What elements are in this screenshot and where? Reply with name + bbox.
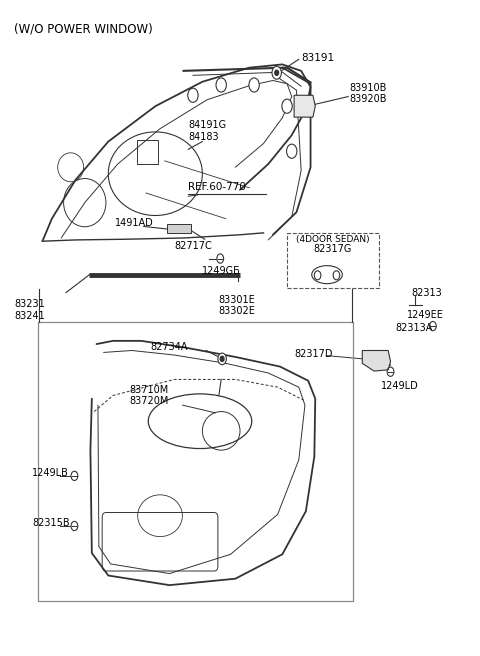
Circle shape bbox=[272, 66, 281, 79]
Text: 1249GE: 1249GE bbox=[203, 266, 240, 276]
Text: 82313A: 82313A bbox=[395, 323, 432, 333]
Circle shape bbox=[287, 144, 297, 158]
Polygon shape bbox=[167, 224, 191, 234]
Text: 82317D: 82317D bbox=[294, 349, 333, 359]
Text: 1491AD: 1491AD bbox=[115, 218, 154, 228]
Circle shape bbox=[275, 70, 278, 75]
Text: 82734A: 82734A bbox=[151, 342, 188, 352]
Text: 1249EE: 1249EE bbox=[407, 310, 444, 320]
Polygon shape bbox=[362, 350, 391, 371]
Circle shape bbox=[314, 271, 321, 280]
Circle shape bbox=[188, 88, 198, 102]
Text: (W/O POWER WINDOW): (W/O POWER WINDOW) bbox=[14, 23, 153, 35]
Bar bbox=[136, 140, 157, 164]
Text: 83710M
83720M: 83710M 83720M bbox=[130, 384, 169, 406]
Circle shape bbox=[249, 78, 259, 92]
Text: 83301E
83302E: 83301E 83302E bbox=[219, 295, 256, 316]
Text: 82317G: 82317G bbox=[313, 245, 352, 255]
Text: (4DOOR SEDAN): (4DOOR SEDAN) bbox=[296, 236, 370, 245]
Text: 83231
83241: 83231 83241 bbox=[14, 299, 45, 321]
Circle shape bbox=[218, 353, 227, 365]
Circle shape bbox=[333, 271, 340, 280]
Polygon shape bbox=[294, 95, 315, 117]
Circle shape bbox=[220, 356, 224, 361]
Text: 82313: 82313 bbox=[412, 287, 443, 298]
Text: 83910B
83920B: 83910B 83920B bbox=[349, 83, 386, 104]
Text: 84191G
84183: 84191G 84183 bbox=[188, 120, 227, 142]
Circle shape bbox=[282, 99, 292, 113]
Text: 1249LB: 1249LB bbox=[32, 468, 69, 478]
Text: 1249LD: 1249LD bbox=[381, 380, 419, 391]
Text: 83191: 83191 bbox=[301, 53, 334, 63]
Bar bbox=[38, 321, 353, 601]
Circle shape bbox=[216, 78, 227, 92]
Text: 82717C: 82717C bbox=[174, 241, 212, 251]
Text: REF.60-770: REF.60-770 bbox=[188, 182, 246, 192]
Text: 82315B: 82315B bbox=[32, 518, 70, 528]
